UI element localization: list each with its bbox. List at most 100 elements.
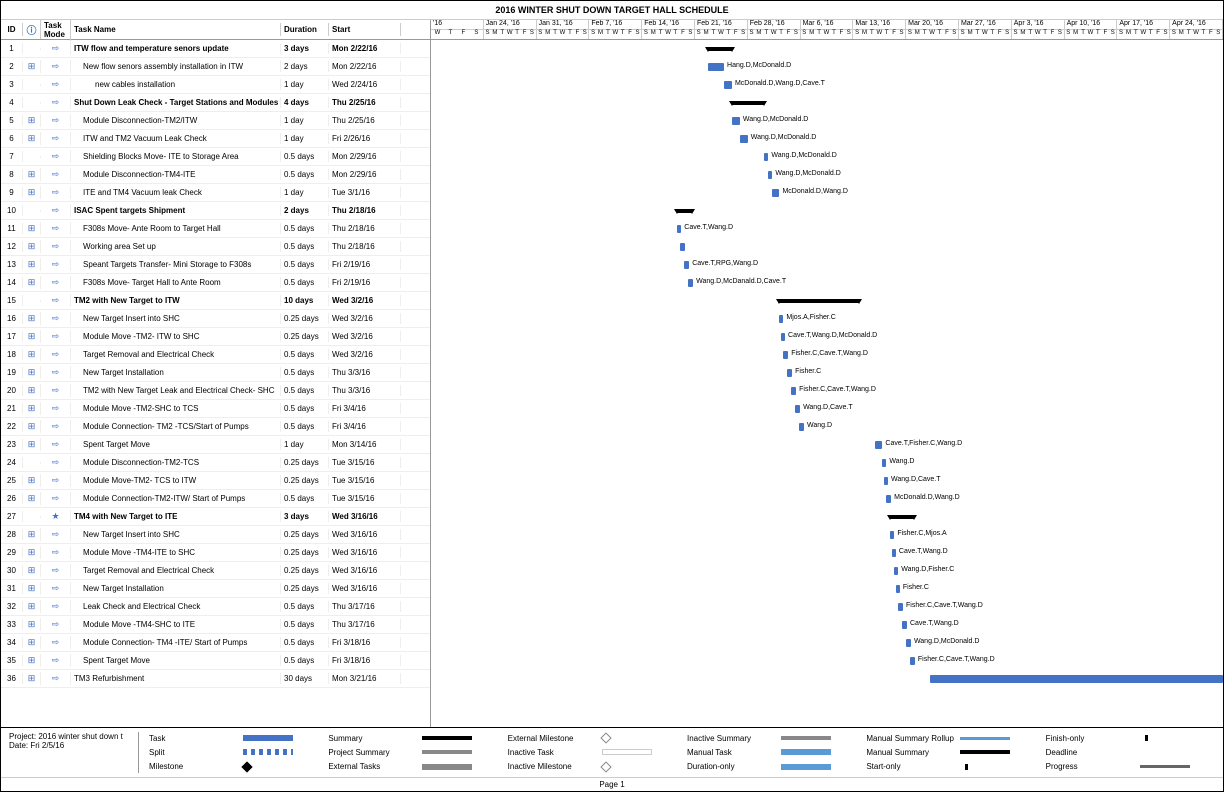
task-row[interactable]: 16⊞⇨New Target Insert into SHC0.25 daysW… (1, 310, 430, 328)
task-start[interactable]: Thu 2/18/16 (329, 241, 401, 252)
task-duration[interactable]: 0.5 days (281, 349, 329, 360)
task-name[interactable]: Module Move -TM2-SHC to TCS (71, 403, 281, 414)
task-duration[interactable]: 0.5 days (281, 493, 329, 504)
task-name[interactable]: Module Move -TM2- ITW to SHC (71, 331, 281, 342)
task-duration[interactable]: 1 day (281, 79, 329, 90)
task-row[interactable]: 9⊞⇨ITE and TM4 Vacuum leak Check1 dayTue… (1, 184, 430, 202)
task-duration[interactable]: 2 days (281, 205, 329, 216)
task-start[interactable]: Thu 2/25/16 (329, 115, 401, 126)
task-name[interactable]: Shielding Blocks Move- ITE to Storage Ar… (71, 151, 281, 162)
task-bar[interactable]: Wang.D,McDonald.D (906, 639, 911, 647)
task-row[interactable]: 34⊞⇨Module Connection- TM4 -ITE/ Start o… (1, 634, 430, 652)
task-name[interactable]: TM2 with New Target Leak and Electrical … (71, 385, 281, 396)
task-row[interactable]: 14⊞⇨F308s Move- Target Hall to Ante Room… (1, 274, 430, 292)
task-row[interactable]: 31⊞⇨New Target Installation0.25 daysWed … (1, 580, 430, 598)
task-row[interactable]: 32⊞⇨Leak Check and Electrical Check0.5 d… (1, 598, 430, 616)
task-bar[interactable]: Fisher.C (896, 585, 900, 593)
task-name[interactable]: New Target Insert into SHC (71, 529, 281, 540)
task-row[interactable]: 11⊞⇨F308s Move- Ante Room to Target Hall… (1, 220, 430, 238)
task-name[interactable]: ISAC Spent targets Shipment (71, 205, 281, 216)
task-start[interactable]: Wed 3/2/16 (329, 313, 401, 324)
task-duration[interactable]: 0.5 days (281, 223, 329, 234)
task-duration[interactable]: 0.5 days (281, 151, 329, 162)
task-start[interactable]: Tue 3/15/16 (329, 457, 401, 468)
task-duration[interactable]: 0.5 days (281, 619, 329, 630)
col-start-header[interactable]: Start (329, 23, 401, 36)
task-start[interactable]: Thu 2/25/16 (329, 97, 401, 108)
task-duration[interactable]: 10 days (281, 295, 329, 306)
task-start[interactable]: Wed 2/24/16 (329, 79, 401, 90)
task-duration[interactable]: 0.5 days (281, 169, 329, 180)
task-bar[interactable]: Cave.T,Wang.D (902, 621, 907, 629)
task-bar[interactable]: Wang.D,McDonald.D (732, 117, 740, 125)
task-bar[interactable]: Cave.T,Wang.D,McDonald.D (781, 333, 785, 341)
task-duration[interactable]: 1 day (281, 439, 329, 450)
task-row[interactable]: 10⇨ISAC Spent targets Shipment2 daysThu … (1, 202, 430, 220)
task-duration[interactable]: 3 days (281, 511, 329, 522)
task-row[interactable]: 26⊞⇨Module Connection-TM2-ITW/ Start of … (1, 490, 430, 508)
task-duration[interactable]: 3 days (281, 43, 329, 54)
task-name[interactable]: Module Disconnection-TM2/ITW (71, 115, 281, 126)
task-bar[interactable]: Wang.D (799, 423, 804, 431)
col-info-header[interactable]: ⓘ (23, 20, 41, 39)
task-row[interactable]: 7⇨Shielding Blocks Move- ITE to Storage … (1, 148, 430, 166)
task-name[interactable]: F308s Move- Ante Room to Target Hall (71, 223, 281, 234)
task-name[interactable]: New Target Installation (71, 583, 281, 594)
task-start[interactable]: Tue 3/15/16 (329, 493, 401, 504)
task-row[interactable]: 35⊞⇨Spent Target Move0.5 daysFri 3/18/16 (1, 652, 430, 670)
task-start[interactable]: Tue 3/15/16 (329, 475, 401, 486)
task-row[interactable]: 12⊞⇨Working area Set up0.5 daysThu 2/18/… (1, 238, 430, 256)
task-duration[interactable]: 2 days (281, 61, 329, 72)
task-bar[interactable]: Fisher.C,Cave.T,Wang.D (898, 603, 903, 611)
task-start[interactable]: Wed 3/16/16 (329, 565, 401, 576)
task-bar[interactable] (680, 243, 685, 251)
task-duration[interactable]: 0.25 days (281, 313, 329, 324)
task-row[interactable]: 24⇨Module Disconnection-TM2-TCS0.25 days… (1, 454, 430, 472)
task-start[interactable]: Thu 3/17/16 (329, 619, 401, 630)
task-row[interactable]: 18⊞⇨Target Removal and Electrical Check0… (1, 346, 430, 364)
task-name[interactable]: Module Move-TM2- TCS to ITW (71, 475, 281, 486)
task-start[interactable]: Thu 3/17/16 (329, 601, 401, 612)
task-bar[interactable]: Cave.T,Wang.D (677, 225, 682, 233)
task-bar[interactable]: Wang.D,McDonald.D (768, 171, 773, 179)
task-bar[interactable]: Wang.D,Fisher.C (894, 567, 898, 575)
task-bar[interactable]: Wang.D,McDonald.D (764, 153, 769, 161)
task-row[interactable]: 19⊞⇨New Target Installation0.5 daysThu 3… (1, 364, 430, 382)
task-row[interactable]: 6⊞⇨ITW and TM2 Vacuum Leak Check1 dayFri… (1, 130, 430, 148)
task-bar[interactable]: Wang.D,McDanald.D,Cave.T (688, 279, 693, 287)
task-duration[interactable]: 0.5 days (281, 601, 329, 612)
task-row[interactable]: 20⊞⇨TM2 with New Target Leak and Electri… (1, 382, 430, 400)
task-start[interactable]: Wed 3/16/16 (329, 547, 401, 558)
task-name[interactable]: New Target Insert into SHC (71, 313, 281, 324)
task-name[interactable]: Module Disconnection-TM4-ITE (71, 169, 281, 180)
task-name[interactable]: Module Disconnection-TM2-TCS (71, 457, 281, 468)
task-name[interactable]: new cables installation (71, 79, 281, 90)
task-bar[interactable]: Wang.D (882, 459, 886, 467)
task-start[interactable]: Mon 3/21/16 (329, 673, 401, 684)
task-duration[interactable]: 1 day (281, 115, 329, 126)
task-name[interactable]: TM3 Refurbishment (71, 673, 281, 684)
task-name[interactable]: Module Move -TM4-ITE to SHC (71, 547, 281, 558)
task-duration[interactable]: 0.5 days (281, 637, 329, 648)
task-bar[interactable]: Wang.D,McDonald.D (740, 135, 748, 143)
task-bar[interactable]: McDonald.D,Wang.D,Cave.T (724, 81, 732, 89)
task-name[interactable]: TM2 with New Target to ITW (71, 295, 281, 306)
task-start[interactable]: Wed 3/2/16 (329, 331, 401, 342)
task-start[interactable]: Fri 2/26/16 (329, 133, 401, 144)
task-bar[interactable]: McDonald.D,Wang.D (772, 189, 780, 197)
task-name[interactable]: Spent Target Move (71, 655, 281, 666)
task-start[interactable]: Wed 3/16/16 (329, 583, 401, 594)
task-row[interactable]: 5⊞⇨Module Disconnection-TM2/ITW1 dayThu … (1, 112, 430, 130)
task-bar[interactable] (930, 675, 1223, 683)
task-row[interactable]: 13⊞⇨Speant Targets Transfer- Mini Storag… (1, 256, 430, 274)
task-start[interactable]: Mon 2/29/16 (329, 151, 401, 162)
task-start[interactable]: Mon 2/29/16 (329, 169, 401, 180)
task-bar[interactable]: Hang.D,McDonald.D (708, 63, 724, 71)
task-start[interactable]: Wed 3/16/16 (329, 529, 401, 540)
task-name[interactable]: Spent Target Move (71, 439, 281, 450)
task-row[interactable]: 3⇨new cables installation1 dayWed 2/24/1… (1, 76, 430, 94)
task-row[interactable]: 15⇨TM2 with New Target to ITW10 daysWed … (1, 292, 430, 310)
task-bar[interactable]: Fisher.C,Cave.T,Wang.D (783, 351, 788, 359)
task-start[interactable]: Wed 3/2/16 (329, 349, 401, 360)
task-row[interactable]: 23⊞⇨Spent Target Move1 dayMon 3/14/16 (1, 436, 430, 454)
